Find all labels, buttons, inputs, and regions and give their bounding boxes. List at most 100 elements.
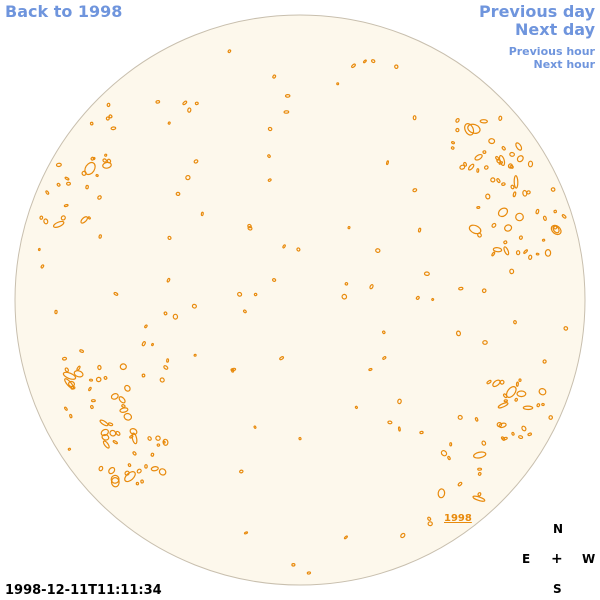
contour-mark — [492, 379, 501, 388]
contour-mark — [497, 207, 509, 218]
contour-mark — [61, 356, 68, 361]
contour-mark — [135, 481, 140, 486]
contour-mark — [66, 181, 71, 186]
contour-mark — [385, 160, 390, 166]
contour-mark — [516, 390, 527, 398]
contour-mark — [127, 463, 132, 468]
contour-mark — [298, 436, 302, 441]
contour-mark — [496, 421, 503, 428]
contour-mark — [476, 168, 480, 173]
contour-mark — [52, 220, 65, 228]
contour-mark — [513, 320, 517, 325]
contour-mark — [283, 110, 290, 114]
contour-mark — [144, 464, 148, 469]
contour-mark — [282, 244, 286, 249]
contour-mark — [279, 356, 285, 361]
contour-mark — [99, 419, 109, 427]
contour-mark — [503, 246, 510, 256]
contour-mark — [150, 466, 159, 472]
contour-mark — [457, 481, 463, 487]
contour-mark — [102, 158, 108, 163]
compass-west: W — [582, 552, 596, 566]
contour-mark — [163, 311, 168, 316]
contour-mark — [498, 115, 503, 121]
contour-mark — [550, 224, 562, 236]
contour-mark — [90, 404, 94, 410]
contour-mark — [112, 440, 119, 445]
contour-mark — [108, 466, 116, 475]
contour-mark — [124, 471, 136, 483]
contour-mark — [375, 248, 381, 254]
contour-mark — [68, 380, 75, 388]
contour-mark — [419, 430, 424, 435]
contour-mark — [496, 178, 501, 184]
contour-mark — [131, 432, 138, 445]
contour-mark — [230, 367, 237, 372]
contour-mark — [110, 393, 119, 400]
contour-mark — [354, 405, 358, 410]
contour-mark — [336, 82, 340, 86]
contour-mark — [103, 375, 108, 380]
contour-mark — [193, 353, 197, 357]
contour-mark — [144, 324, 148, 329]
contour-mark — [514, 397, 518, 402]
contour-mark — [518, 435, 524, 440]
contour-mark — [477, 467, 483, 471]
contour-mark — [67, 447, 72, 451]
contour-mark — [427, 516, 432, 521]
contour-mark — [502, 436, 508, 441]
contour-mark — [415, 295, 420, 300]
contour-mark — [162, 438, 169, 446]
contour-mark — [488, 138, 496, 145]
contour-mark — [491, 222, 497, 228]
contour-mark — [467, 123, 481, 134]
contour-mark — [516, 155, 524, 163]
contour-mark — [544, 249, 552, 257]
back-to-year-link[interactable]: Back to 1998 — [5, 2, 123, 21]
contour-mark — [253, 292, 258, 297]
contour-mark — [501, 182, 506, 186]
contour-mark — [306, 571, 312, 575]
previous-day-link[interactable]: Previous day — [478, 2, 595, 21]
active-region-contours — [37, 49, 569, 575]
contour-mark — [503, 399, 508, 403]
compass-north: N — [553, 522, 564, 536]
next-day-link[interactable]: Next day — [515, 20, 595, 39]
contour-mark — [474, 417, 479, 422]
contour-mark — [440, 450, 448, 457]
next-hour-link[interactable]: Next hour — [533, 58, 596, 71]
contour-mark — [123, 412, 133, 421]
previous-hour-link[interactable]: Previous hour — [508, 45, 595, 58]
contour-mark — [368, 367, 373, 372]
contour-mark — [267, 154, 271, 159]
contour-mark — [522, 189, 528, 197]
contour-mark — [90, 399, 96, 403]
contour-mark — [191, 303, 197, 309]
contour-mark — [194, 101, 199, 106]
contour-mark — [450, 141, 456, 145]
contour-mark — [95, 376, 102, 383]
contour-mark — [477, 492, 482, 497]
contour-mark — [56, 182, 61, 187]
contour-mark — [502, 393, 508, 399]
contour-mark — [394, 64, 399, 69]
contour-mark — [486, 379, 492, 385]
contour-mark — [550, 187, 556, 192]
year-label[interactable]: 1998 — [444, 513, 472, 524]
contour-mark — [510, 184, 515, 190]
contour-mark — [95, 173, 99, 178]
contour-mark — [227, 49, 232, 54]
contour-mark — [84, 161, 96, 176]
contour-mark — [496, 158, 502, 164]
contour-mark — [193, 159, 199, 164]
contour-mark — [477, 471, 482, 476]
contour-mark — [351, 63, 356, 69]
contour-mark — [483, 165, 489, 170]
contour-mark — [63, 203, 69, 208]
contour-mark — [242, 309, 247, 314]
contour-mark — [528, 254, 533, 260]
contour-mark — [473, 451, 487, 459]
contour-mark — [513, 175, 519, 189]
contour-mark — [88, 378, 94, 382]
